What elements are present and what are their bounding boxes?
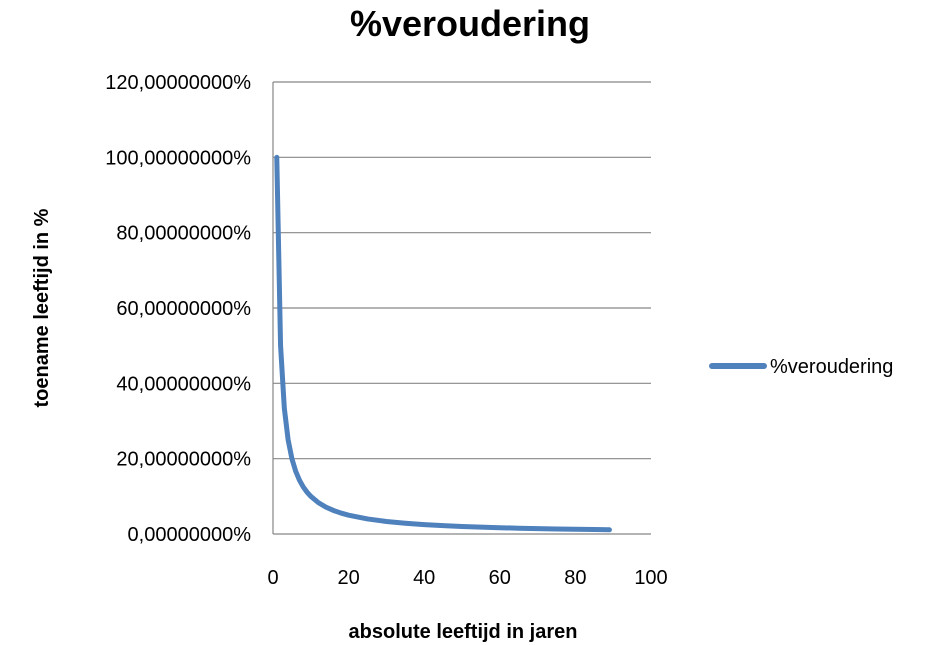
x-axis-title: absolute leeftijd in jaren	[349, 621, 578, 643]
x-tick-label: 40	[413, 567, 435, 589]
chart-title: %veroudering	[350, 3, 590, 44]
series-layer	[274, 154, 612, 533]
y-tick-label: 120,00000000%	[105, 72, 251, 94]
y-tick-labels: 0,00000000% 20,00000000% 40,00000000% 60,00…	[105, 72, 251, 546]
legend: %veroudering	[709, 356, 893, 378]
y-tick-label: 0,00000000%	[128, 524, 252, 546]
y-tick-label: 80,00000000%	[116, 223, 251, 245]
x-tick-label: 100	[634, 567, 667, 589]
series-line	[274, 154, 612, 533]
y-tick-label: 40,00000000%	[116, 373, 251, 395]
x-tick-label: 20	[337, 567, 359, 589]
y-tick-label: 20,00000000%	[116, 449, 251, 471]
grid-layer	[272, 81, 651, 535]
x-tick-labels: 0 20 40 60 80 100	[267, 567, 667, 589]
legend-label: %veroudering	[770, 356, 893, 378]
x-tick-label: 80	[564, 567, 586, 589]
y-tick-label: 100,00000000%	[105, 147, 251, 169]
x-tick-label: 0	[267, 567, 278, 589]
x-tick-label: 60	[489, 567, 511, 589]
y-axis-title: toename leeftijd in %	[31, 208, 53, 407]
y-tick-label: 60,00000000%	[116, 298, 251, 320]
